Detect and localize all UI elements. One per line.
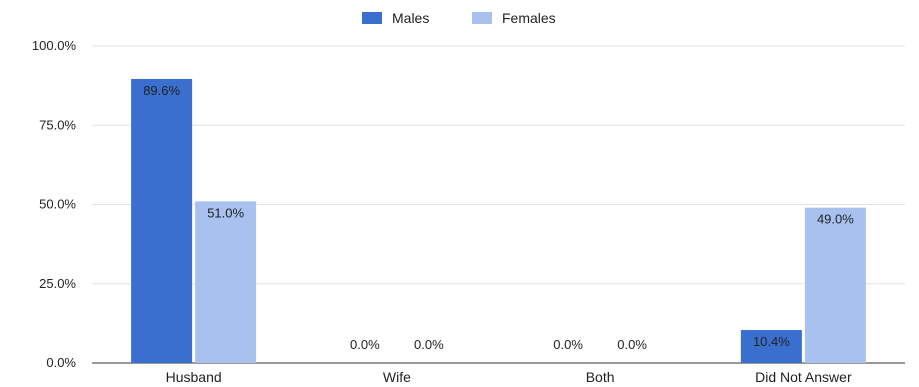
- bars: [131, 78, 866, 363]
- bar-males-did-not-answer: [740, 330, 802, 363]
- legend-label: Females: [502, 10, 556, 26]
- legend-swatch: [472, 12, 492, 24]
- data-label: 0.0%: [553, 337, 583, 352]
- y-tick-label: 25.0%: [39, 276, 76, 291]
- data-label: 89.6%: [143, 83, 180, 98]
- y-tick-label: 50.0%: [39, 197, 76, 212]
- data-label: 0.0%: [617, 337, 647, 352]
- data-label: 49.0%: [817, 212, 854, 227]
- data-label: 51.0%: [207, 205, 244, 220]
- x-category-label: Did Not Answer: [755, 369, 852, 385]
- legend-label: Males: [392, 10, 429, 26]
- y-tick-label: 75.0%: [39, 117, 76, 132]
- y-tick-label: 0.0%: [46, 355, 76, 370]
- legend-swatch: [362, 12, 382, 24]
- data-labels: 89.6% 51.0% 0.0% 0.0% 0.0% 0.0% 10.4% 49.0%: [143, 83, 854, 352]
- bar-females-did-not-answer: [804, 207, 866, 363]
- legend: Males Females: [362, 10, 556, 26]
- x-category-label: Husband: [166, 369, 222, 385]
- y-axis-tick-labels: 0.0% 25.0% 50.0% 75.0% 100.0%: [32, 38, 77, 370]
- x-category-label: Wife: [383, 369, 411, 385]
- bar-males-husband: [131, 78, 193, 363]
- data-label: 0.0%: [414, 337, 444, 352]
- data-label: 10.4%: [753, 334, 790, 349]
- data-label: 0.0%: [350, 337, 380, 352]
- x-category-label: Both: [586, 369, 615, 385]
- bar-females-husband: [195, 201, 257, 363]
- y-tick-label: 100.0%: [32, 38, 77, 53]
- x-axis-category-labels: Husband Wife Both Did Not Answer: [166, 369, 852, 385]
